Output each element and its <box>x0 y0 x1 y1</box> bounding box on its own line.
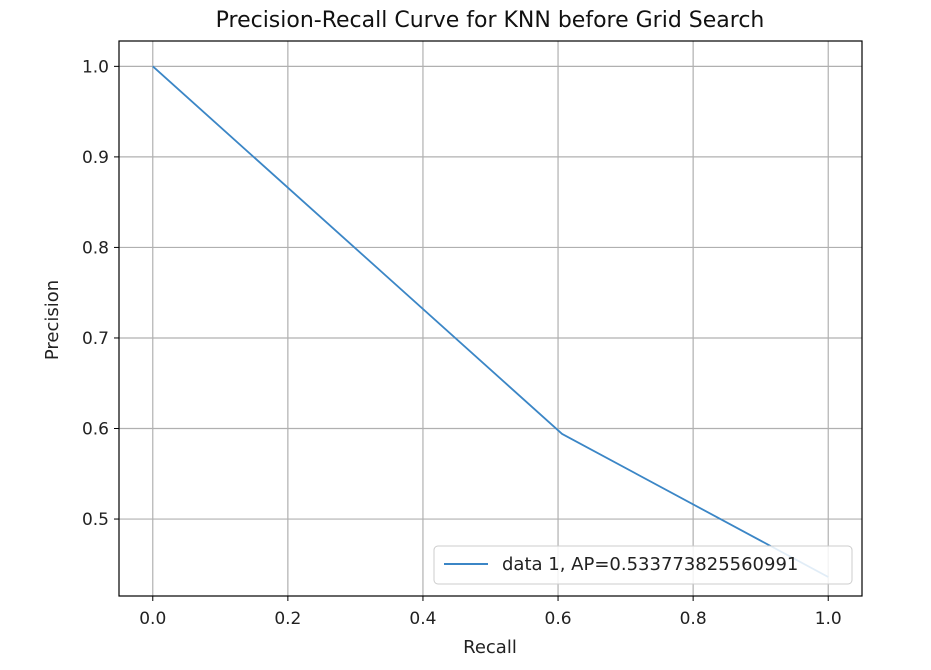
x-tick-label: 0.2 <box>274 609 301 629</box>
y-axis-label: Precision <box>42 280 63 360</box>
y-tick-label: 0.8 <box>82 238 109 258</box>
x-tick-label: 0.4 <box>409 609 436 629</box>
chart-title: Precision-Recall Curve for KNN before Gr… <box>216 8 765 33</box>
plot-frame <box>118 40 863 597</box>
legend-label-data-1: data 1, AP=0.533773825560991 <box>502 554 798 575</box>
y-tick-label: 0.7 <box>82 329 109 349</box>
y-tick-label: 0.5 <box>82 510 109 530</box>
x-tick-label: 0.8 <box>680 609 707 629</box>
y-tick-label: 1.0 <box>82 57 109 77</box>
x-tick-label: 1.0 <box>815 609 842 629</box>
y-tick-label: 0.6 <box>82 420 109 440</box>
y-tick-label: 0.9 <box>82 148 109 168</box>
x-axis-label: Recall <box>463 637 517 658</box>
plot-lines <box>152 65 829 578</box>
grid <box>119 41 862 596</box>
series-line-1 <box>152 65 829 578</box>
x-tick-label: 0.6 <box>545 609 572 629</box>
x-tick-label: 0.0 <box>139 609 166 629</box>
axis-ticks: 0.0 0.2 0.4 0.6 0.8 1.0 0.5 0.6 0.7 0.8 0.9 1.0 <box>82 57 842 629</box>
legend-box <box>433 545 853 585</box>
legend: data 1, AP=0.533773825560991 <box>433 545 853 585</box>
